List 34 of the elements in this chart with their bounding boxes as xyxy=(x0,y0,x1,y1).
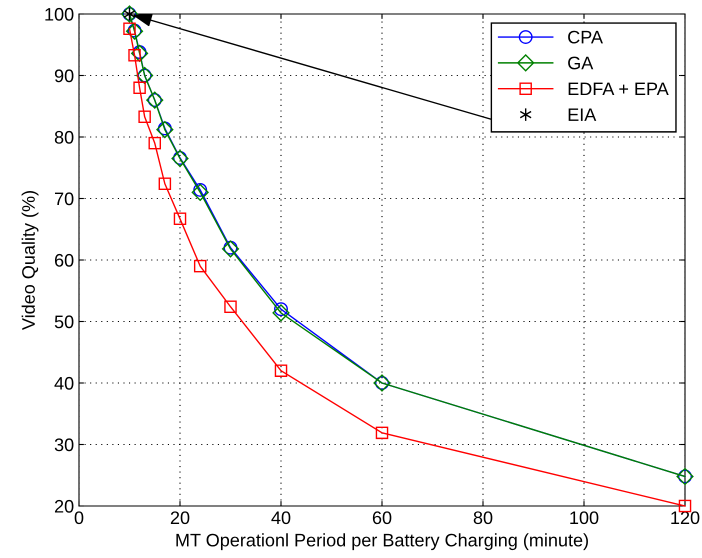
x-tick-label: 100 xyxy=(570,511,598,524)
y-tick-label: 30 xyxy=(54,438,74,452)
x-tick-label: 20 xyxy=(170,511,190,524)
y-tick-label: 50 xyxy=(54,315,74,328)
point xyxy=(274,364,288,377)
y-tick-label: 70 xyxy=(54,192,74,206)
point xyxy=(376,426,388,440)
x-tick-label: 120 xyxy=(671,511,700,524)
point xyxy=(138,110,151,123)
x-axis-title: MT Operationl Period per Battery Charging (minute) xyxy=(176,533,588,550)
point xyxy=(156,121,174,138)
point xyxy=(194,260,206,272)
point xyxy=(224,300,237,313)
x-tick-label: 60 xyxy=(372,511,392,524)
y-tick-label: 80 xyxy=(54,130,74,144)
legend-label: GA xyxy=(568,56,594,70)
y-tick-label: 20 xyxy=(54,500,74,513)
legend-label: EIA xyxy=(568,108,596,121)
y-tick-label: 100 xyxy=(45,8,74,21)
point xyxy=(148,136,161,150)
x-tick-label: 40 xyxy=(271,511,290,524)
point xyxy=(174,212,186,226)
x-tick-label: 80 xyxy=(474,511,492,524)
y-tick-label: 60 xyxy=(54,254,74,267)
point xyxy=(192,184,209,201)
point xyxy=(133,82,146,94)
legend-label: EDFA + EPA xyxy=(568,82,669,96)
point xyxy=(272,304,290,322)
y-tick-label: 40 xyxy=(54,376,74,390)
y-axis-title: Video Quality (%) xyxy=(22,191,38,330)
x-tick-label: 0 xyxy=(74,511,84,524)
point xyxy=(158,177,172,190)
y-tick-label: 90 xyxy=(54,69,74,82)
legend-label: CPA xyxy=(568,30,603,44)
